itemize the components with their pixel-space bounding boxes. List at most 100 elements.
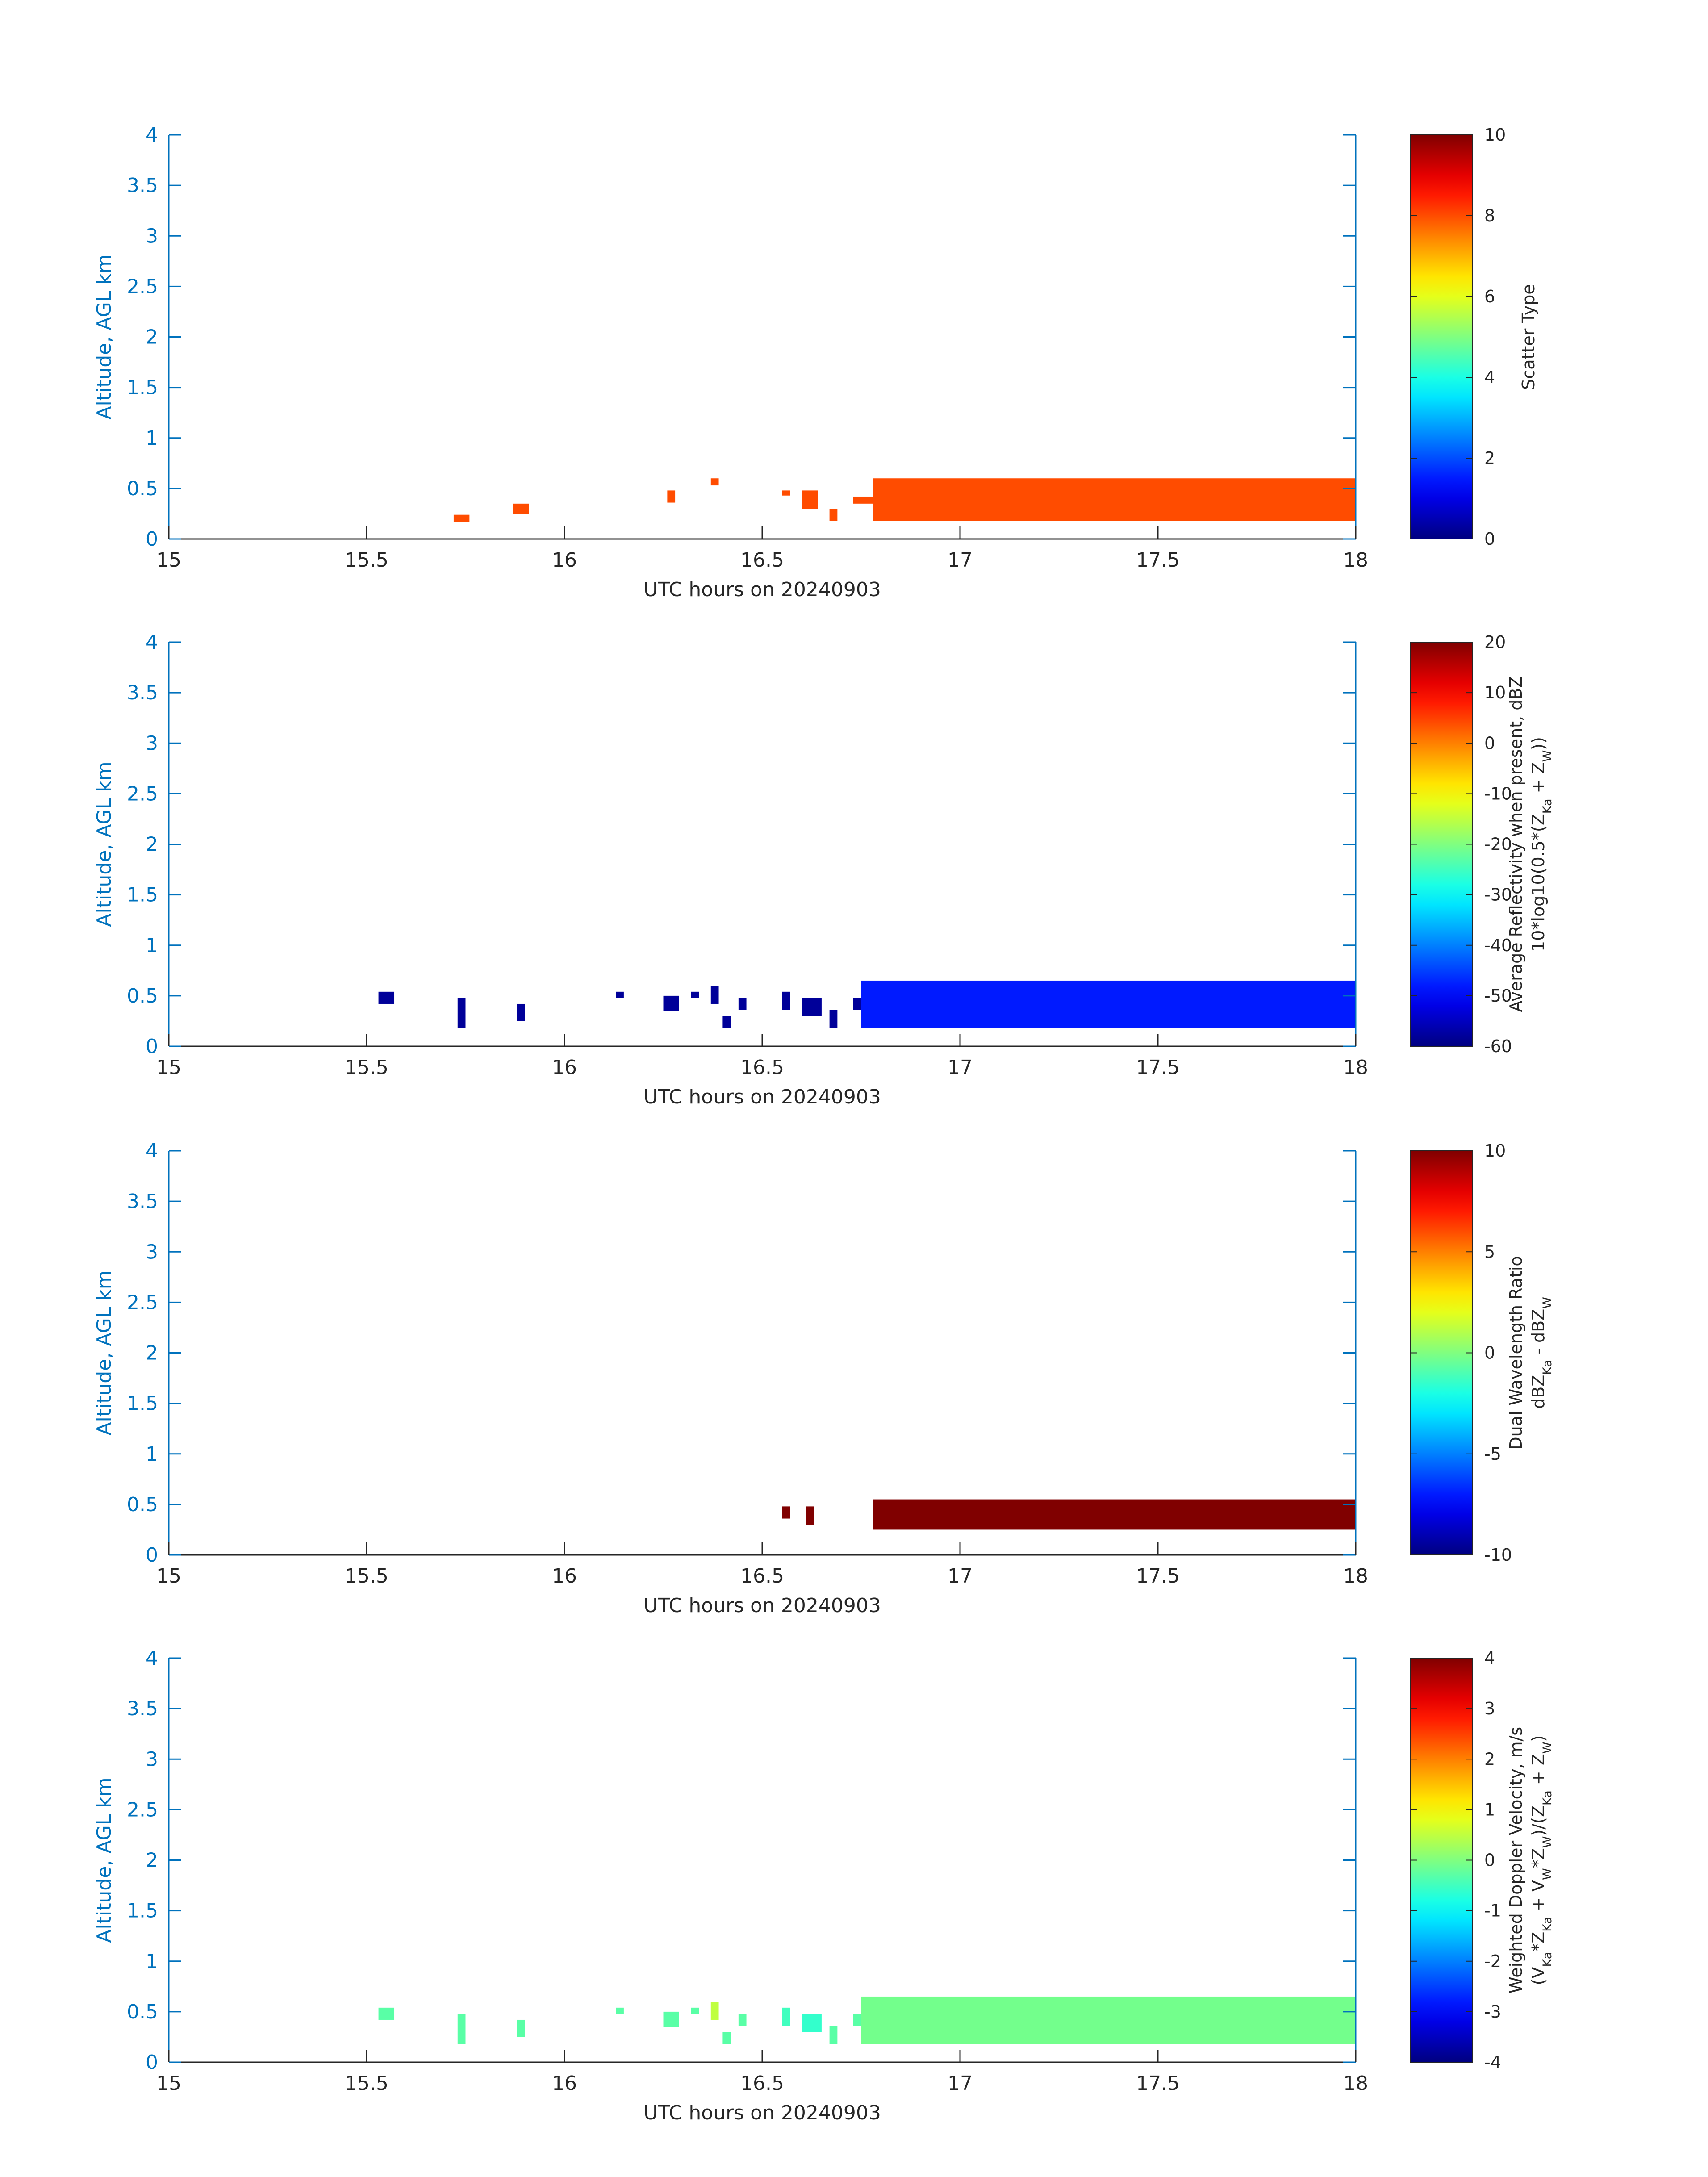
heatmap-cell: [853, 2014, 861, 2026]
y-tick-label: 4: [146, 124, 158, 146]
x-axis-label: UTC hours on 20240903: [643, 1594, 881, 1617]
colorbar-tick-label: -2: [1484, 1951, 1501, 1971]
x-tick-label: 17.5: [1136, 1056, 1180, 1079]
colorbar-tick-label: 0: [1484, 733, 1495, 753]
colorbar: [1410, 1150, 1473, 1555]
y-tick-label: 1.5: [127, 1392, 158, 1415]
colorbar-tick-label: 2: [1484, 448, 1495, 468]
colorbar-tick-label: -60: [1484, 1036, 1512, 1056]
y-tick-label: 1: [146, 1443, 158, 1466]
y-tick-label: 2: [146, 1342, 158, 1365]
x-tick-label: 16.5: [740, 2072, 784, 2095]
y-tick-label: 0: [146, 1035, 158, 1058]
colorbar-tick-label: 0: [1484, 1851, 1495, 1870]
heatmap-cell: [517, 1003, 525, 1021]
x-tick-label: 15.5: [345, 2072, 388, 2095]
heatmap-cell: [722, 1016, 731, 1028]
heatmap-cell: [710, 2002, 719, 2020]
colorbar-tick-label: 0: [1484, 1343, 1495, 1363]
x-tick-label: 16: [552, 1056, 577, 1079]
y-tick-label: 2.5: [127, 1798, 158, 1821]
panel-2: 0 0.5 1 1.5 2 2.5 3 3.5 4 15 15.5 16 16.5 17 17.5 18 UTC…: [93, 631, 1554, 1108]
y-tick-label: 2: [146, 326, 158, 349]
heatmap-cell: [616, 991, 624, 998]
heatmap-cell: [691, 991, 699, 998]
heatmap-cell: [378, 2007, 395, 2020]
colorbar-label: Scatter Type: [1519, 284, 1538, 389]
y-tick-label: 2.5: [127, 275, 158, 298]
y-axis-label: Altitude, AGL km: [93, 1270, 116, 1435]
heatmap-cell: [873, 478, 1356, 521]
x-tick-label: 15: [156, 2072, 181, 2095]
heatmap-cell: [667, 490, 676, 503]
heatmap-cell: [722, 2032, 731, 2044]
x-tick-label: 18: [1343, 2072, 1368, 2095]
heatmap-cell: [663, 2011, 679, 2027]
panel-3: 0 0.5 1 1.5 2 2.5 3 3.5 4 15 15.5 16 16.5 17 17.5 18 UTC…: [93, 1140, 1554, 1617]
x-tick-label: 16.5: [740, 1565, 784, 1588]
colorbar-tick-label: -30: [1484, 885, 1512, 905]
y-tick-label: 1: [146, 934, 158, 957]
heatmap-cell: [782, 2007, 790, 2026]
x-tick-label: 18: [1343, 1565, 1368, 1588]
x-tick-label: 16: [552, 549, 577, 572]
x-tick-label: 17.5: [1136, 1565, 1180, 1588]
colorbar-tick-label: -20: [1484, 835, 1512, 854]
colorbar-label: Dual Wavelength Ratio: [1506, 1256, 1526, 1450]
heatmap-cell: [802, 490, 818, 509]
colorbar-tick-label: 20: [1484, 632, 1506, 652]
colorbar-tick-label: 10: [1484, 125, 1506, 145]
colorbar-label: dBZKa - dBZW: [1528, 1297, 1554, 1409]
y-tick-label: 1.5: [127, 1900, 158, 1922]
x-tick-label: 15: [156, 1565, 181, 1588]
y-tick-label: 1.5: [127, 884, 158, 907]
x-tick-label: 18: [1343, 1056, 1368, 1079]
y-axis-label: Altitude, AGL km: [93, 761, 116, 927]
heatmap-cell: [663, 995, 679, 1011]
colorbar-tick-label: -50: [1484, 986, 1512, 1006]
heatmap-cell: [853, 496, 873, 504]
colorbar-tick-label: 1: [1484, 1800, 1495, 1819]
y-tick-label: 0: [146, 1544, 158, 1567]
colorbar-tick-label: -40: [1484, 936, 1512, 955]
heatmap-cell: [691, 2007, 699, 2014]
heatmap-cell: [782, 991, 790, 1010]
y-tick-label: 1.5: [127, 376, 158, 399]
heatmap-cell: [829, 509, 838, 521]
x-tick-label: 18: [1343, 549, 1368, 572]
heatmap-cell: [378, 991, 395, 1004]
colorbar-tick-label: 8: [1484, 206, 1495, 226]
y-tick-label: 0: [146, 2051, 158, 2074]
colorbar: [1410, 1658, 1473, 2063]
colorbar-label: Weighted Doppler Velocity, m/s: [1506, 1727, 1526, 1993]
y-tick-label: 0.5: [127, 477, 158, 500]
colorbar-tick-label: 10: [1484, 1141, 1506, 1161]
colorbar-tick-label: 6: [1484, 287, 1495, 306]
colorbar-tick-label: -1: [1484, 1901, 1501, 1921]
y-tick-label: 3.5: [127, 1697, 158, 1720]
y-tick-label: 2: [146, 833, 158, 856]
heatmap-cell: [829, 2026, 838, 2044]
x-tick-label: 17.5: [1136, 549, 1180, 572]
colorbar-label: 10*log10(0.5*(ZKa + ZW)): [1528, 737, 1554, 952]
x-tick-label: 17: [948, 549, 973, 572]
colorbar-tick-label: -10: [1484, 784, 1512, 803]
heatmap-cell: [513, 503, 529, 514]
colorbar: [1410, 642, 1473, 1047]
heatmap-cell: [453, 514, 470, 522]
x-tick-label: 16: [552, 2072, 577, 2095]
heatmap-cell: [782, 490, 790, 496]
x-tick-label: 15.5: [345, 549, 388, 572]
x-axis-label: UTC hours on 20240903: [643, 2102, 881, 2124]
x-tick-label: 16: [552, 1565, 577, 1588]
heatmap-cell: [710, 986, 719, 1004]
heatmap-cell: [616, 2007, 624, 2014]
colorbar-tick-label: 5: [1484, 1242, 1495, 1262]
y-tick-label: 0.5: [127, 985, 158, 1007]
y-tick-label: 2: [146, 1849, 158, 1872]
heatmap-cell: [738, 998, 747, 1010]
x-tick-label: 15.5: [345, 1565, 388, 1588]
y-tick-label: 0.5: [127, 1493, 158, 1516]
y-tick-label: 3.5: [127, 1190, 158, 1213]
